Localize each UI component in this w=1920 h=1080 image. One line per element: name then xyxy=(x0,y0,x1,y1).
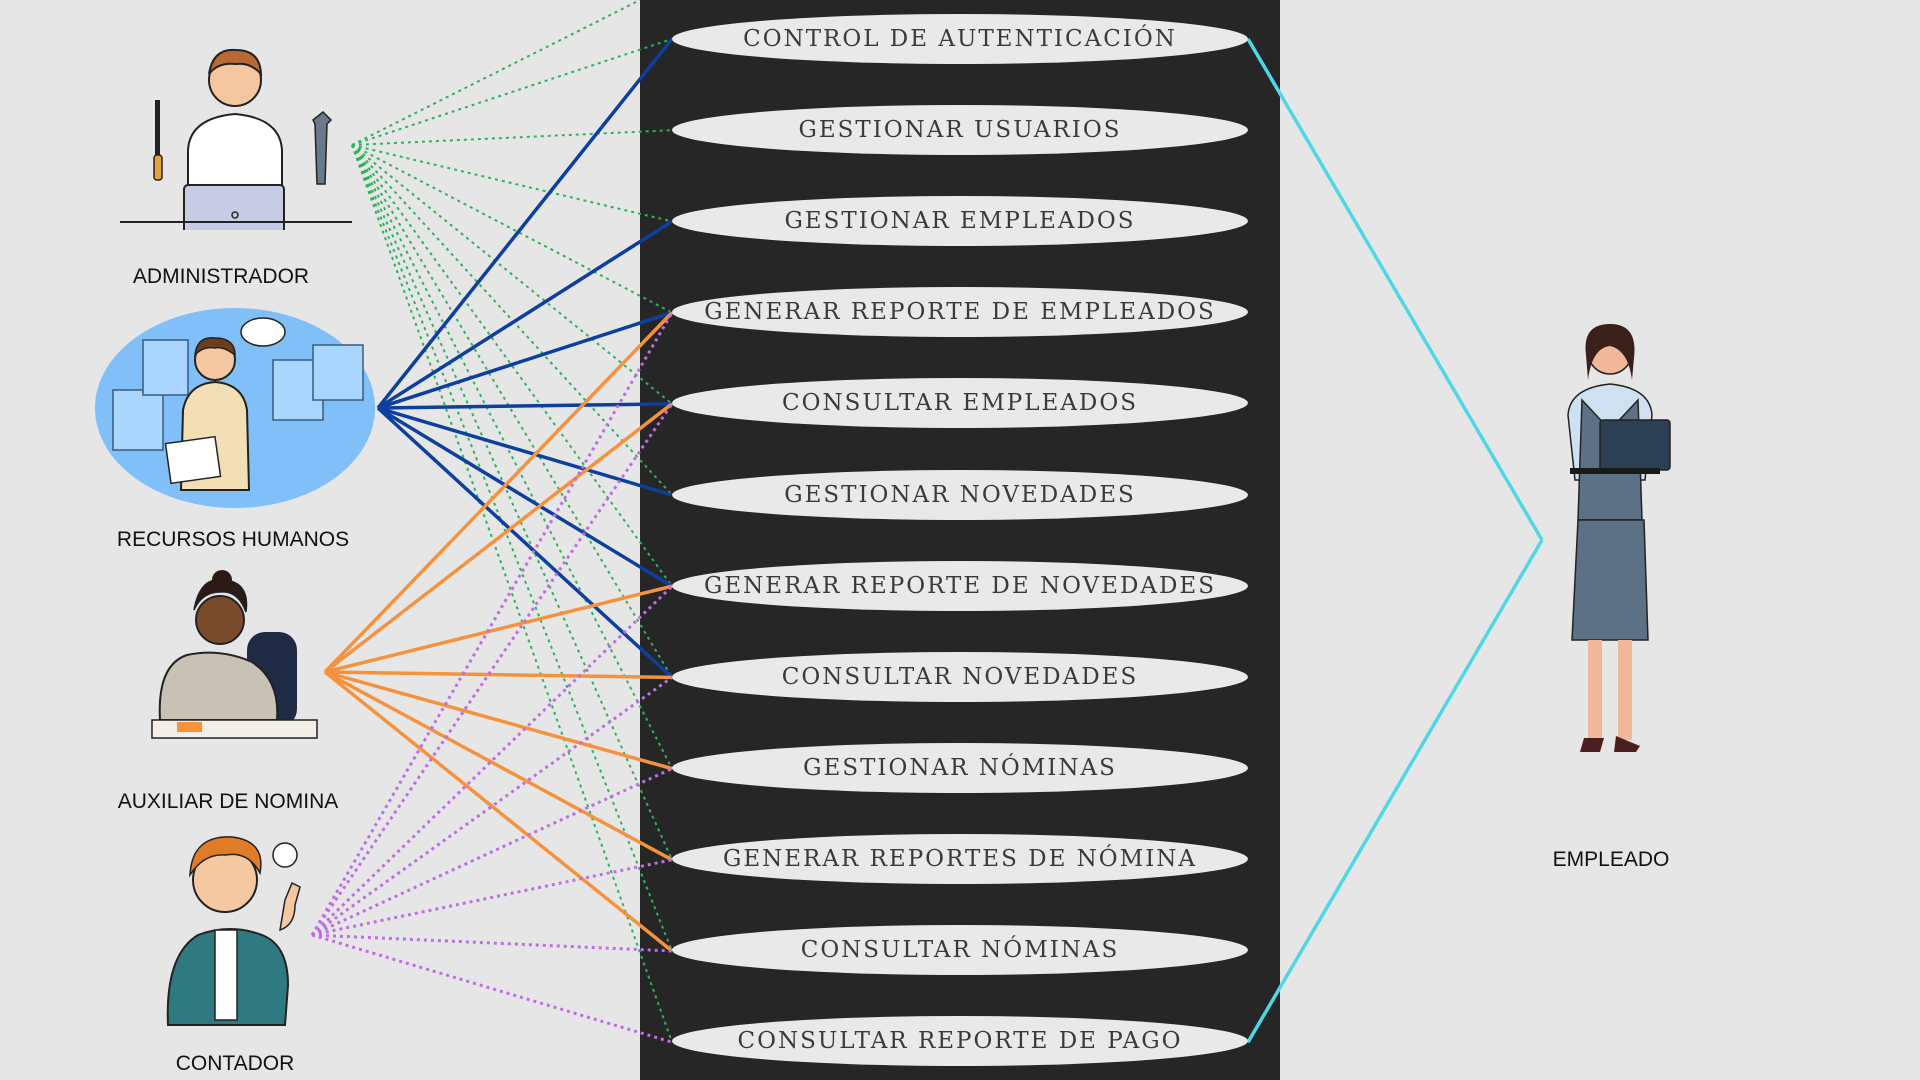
association-administrador-2 xyxy=(351,144,673,223)
association-recursos-humanos-5 xyxy=(377,406,673,497)
association-administrador-5 xyxy=(351,144,673,496)
use-case-generar-reportes-nomina: GENERAR REPORTES DE NÓMINA xyxy=(672,834,1248,884)
association-administrador-7 xyxy=(351,144,673,678)
use-case-consultar-reporte-pago: CONSULTAR REPORTE DE PAGO xyxy=(672,1016,1248,1066)
association-auxiliar-nomina-3 xyxy=(323,311,674,674)
association-contador-4 xyxy=(310,402,674,936)
association-auxiliar-nomina-6 xyxy=(324,584,673,674)
recursos-humanos-figure xyxy=(95,308,375,508)
use-case-generar-reporte-novedades: GENERAR REPORTE DE NOVEDADES xyxy=(672,561,1248,611)
use-case-gestionar-empleados: GESTIONAR EMPLEADOS xyxy=(672,196,1248,246)
association-auxiliar-nomina-4 xyxy=(323,402,674,674)
use-case-label: GESTIONAR EMPLEADOS xyxy=(784,208,1136,234)
use-case-label: CONSULTAR REPORTE DE PAGO xyxy=(737,1028,1183,1054)
use-case-gestionar-novedades: GESTIONAR NOVEDADES xyxy=(672,470,1248,520)
use-case-label: GENERAR REPORTES DE NÓMINA xyxy=(722,846,1198,872)
use-case-gestionar-nominas: GESTIONAR NÓMINAS xyxy=(672,743,1248,793)
association-administrador-11 xyxy=(351,144,673,1043)
association-contador-8 xyxy=(311,767,673,937)
association-recursos-humanos-6 xyxy=(377,406,673,588)
association-administrador-4 xyxy=(351,144,673,405)
association-recursos-humanos-2 xyxy=(377,219,673,410)
association-contador-9 xyxy=(311,858,673,937)
use-case-label: CONSULTAR NOVEDADES xyxy=(781,664,1139,690)
association-administrador-9 xyxy=(351,144,673,861)
actor-label-auxiliar-nomina: AUXILIAR DE NOMINA xyxy=(117,790,339,813)
use-case-consultar-novedades: CONSULTAR NOVEDADES xyxy=(672,652,1248,702)
use-case-consultar-empleados: CONSULTAR EMPLEADOS xyxy=(672,378,1248,428)
use-case-label: CONTROL DE AUTENTICACIÓN xyxy=(743,26,1177,52)
association-empleado-11 xyxy=(1246,539,1544,1044)
use-case-label: GESTIONAR NÓMINAS xyxy=(803,755,1117,781)
use-case-label: GESTIONAR USUARIOS xyxy=(798,117,1122,143)
association-auxiliar-nomina-9 xyxy=(324,670,673,862)
association-recursos-humanos-4 xyxy=(377,402,673,410)
actor-label-recursos-humanos: RECURSOS HUMANOS xyxy=(116,528,350,551)
use-case-label: GENERAR REPORTE DE NOVEDADES xyxy=(704,573,1216,599)
use-case-consultar-nominas: CONSULTAR NÓMINAS xyxy=(672,925,1248,975)
actor-label-empleado: EMPLEADO xyxy=(1552,848,1670,871)
association-auxiliar-nomina-10 xyxy=(323,670,674,953)
auxiliar-nomina-figure xyxy=(151,570,318,739)
system-boundary xyxy=(640,0,1280,1080)
actor-label-contador: CONTADOR xyxy=(175,1052,295,1075)
use-case-control-autenticacion: CONTROL DE AUTENTICACIÓN xyxy=(672,14,1248,64)
association-empleado-0 xyxy=(1246,38,1544,541)
association-auxiliar-nomina-7 xyxy=(324,670,673,680)
association-auxiliar-nomina-8 xyxy=(324,670,673,771)
association-recursos-humanos-3 xyxy=(377,310,673,410)
administrador-figure xyxy=(120,48,352,230)
association-administrador-top xyxy=(351,0,641,146)
association-contador-11 xyxy=(311,933,673,1044)
association-administrador-3 xyxy=(351,144,673,314)
use-case-label: CONSULTAR EMPLEADOS xyxy=(782,390,1138,416)
use-case-generar-reporte-empleados: GENERAR REPORTE DE EMPLEADOS xyxy=(672,287,1248,337)
association-administrador-8 xyxy=(351,144,673,770)
contador-figure xyxy=(166,836,301,1026)
use-case-label: CONSULTAR NÓMINAS xyxy=(800,937,1120,963)
association-contador-3 xyxy=(310,311,674,936)
use-case-label: GESTIONAR NOVEDADES xyxy=(784,482,1136,508)
association-recursos-humanos-7 xyxy=(376,406,674,679)
association-contador-10 xyxy=(311,933,673,953)
association-recursos-humanos-0 xyxy=(376,37,674,410)
empleado-figure xyxy=(1567,324,1671,752)
association-administrador-1 xyxy=(351,129,673,146)
association-administrador-0 xyxy=(351,38,673,146)
actor-label-administrador: ADMINISTRADOR xyxy=(132,265,310,288)
use-case-gestionar-usuarios: GESTIONAR USUARIOS xyxy=(672,105,1248,155)
use-case-label: GENERAR REPORTE DE EMPLEADOS xyxy=(704,299,1216,325)
association-administrador-10 xyxy=(351,144,673,952)
